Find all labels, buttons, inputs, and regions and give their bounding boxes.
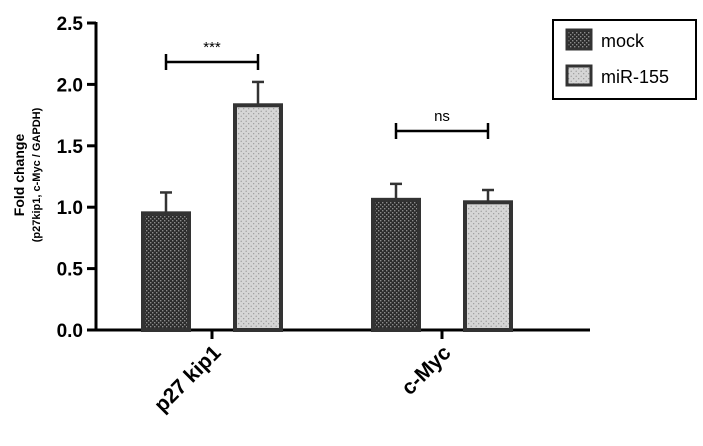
y-tick-label: 1.5 — [57, 137, 84, 158]
legend-swatch — [565, 28, 593, 51]
y-tick-label: 0.0 — [57, 321, 83, 342]
y-tick-label: 2.5 — [57, 14, 84, 35]
legend-swatch — [565, 64, 593, 87]
x-category-label: c-Myc — [397, 341, 456, 400]
legend: mock miR-155 — [552, 19, 697, 100]
significance-label: ns — [434, 108, 450, 125]
y-axis-label: Fold change — [11, 134, 27, 217]
x-category-label: p27 kip1 — [150, 341, 226, 417]
bar-mir-155-1 — [463, 200, 513, 332]
y-axis-title: Fold change (p27kip1, c-Myc / GAPDH) — [11, 107, 43, 242]
bar-mock-0 — [141, 211, 191, 332]
x-axis: p27 kip1 c-Myc — [94, 328, 590, 417]
y-tick-label: 2.0 — [57, 75, 83, 96]
bar-mir-155-0 — [233, 103, 283, 332]
significance-group: *** ns — [164, 39, 490, 139]
legend-label: miR-155 — [601, 67, 669, 87]
bars-group — [141, 80, 513, 332]
bar-mock-1 — [371, 197, 421, 332]
y-tick-label: 1.0 — [57, 198, 83, 219]
significance-label: *** — [203, 39, 221, 56]
y-tick-label: 0.5 — [57, 260, 84, 281]
legend-label: mock — [601, 31, 645, 51]
y-axis: 0.0 0.5 1.0 1.5 2.0 2.5 — [57, 14, 98, 342]
y-axis-sublabel: (p27kip1, c-Myc / GAPDH) — [31, 107, 43, 242]
